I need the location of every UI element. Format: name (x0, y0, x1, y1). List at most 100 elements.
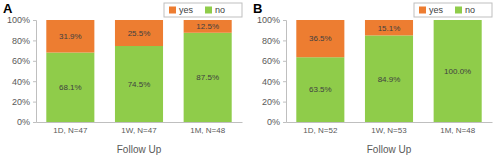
x-axis-line (287, 122, 493, 123)
legend-label: yes (429, 5, 444, 15)
y-tick: 40% (12, 77, 36, 87)
bars (46, 20, 231, 122)
y-tick-label: 60% (12, 56, 30, 66)
bars (296, 20, 481, 122)
y-tick-mark (283, 20, 286, 21)
panel-title: B (253, 1, 262, 16)
x-axis-line (37, 122, 243, 123)
y-tick: 60% (262, 56, 286, 66)
y-tick: 20% (262, 97, 286, 107)
legend: yes no (414, 3, 492, 17)
y-tick-mark (33, 102, 36, 103)
y-tick-label: 0% (267, 117, 280, 127)
data-label: 31.9% (59, 32, 82, 41)
y-tick: 0% (267, 117, 286, 127)
bar-segment (296, 57, 344, 122)
bar-segment (296, 20, 344, 57)
y-tick: 20% (12, 97, 36, 107)
legend-box (164, 3, 242, 17)
y-tick-mark (283, 102, 286, 103)
x-axis: 1D, N=52 1W, N=53 1M, N=48 (287, 122, 493, 135)
y-tick-mark (33, 122, 36, 123)
panel-title: A (3, 1, 13, 16)
legend: yes no (164, 3, 242, 17)
panel: B 0% 20% 40% 60% 80% 100% 63.5% 84.9% 100.0% 36.5%… (253, 1, 493, 155)
x-tick: 1W, N=53 (371, 122, 407, 135)
x-tick-label: 1D, N=52 (303, 126, 338, 135)
x-tick-label: 1M, N=48 (440, 126, 475, 135)
data-label: 15.1% (378, 24, 401, 33)
data-labels: 63.5% 84.9% 100.0% 36.5% 15.1% (309, 24, 471, 95)
y-tick-mark (33, 61, 36, 62)
y-tick-label: 60% (262, 56, 280, 66)
bar-segment (184, 33, 232, 122)
y-tick: 80% (262, 36, 286, 46)
bar-segment (434, 20, 482, 21)
x-tick-label: 1W, N=53 (371, 126, 407, 135)
legend-box (414, 3, 492, 17)
plot-area: 0% 20% 40% 60% 80% 100% 68.1% 74.5% 87.5% 31.9% 25… (7, 15, 243, 155)
y-axis-line (283, 21, 287, 123)
y-tick-mark (283, 40, 286, 41)
y-tick-label: 80% (262, 36, 280, 46)
bar-segment (115, 20, 163, 46)
y-axis-line (33, 21, 37, 123)
data-label: 63.5% (309, 85, 332, 94)
legend-swatch (419, 7, 426, 14)
figure: A 0% 20% 40% 60% 80% 100% 68.1% 74.5% 87.5% 31.9% 2… (0, 0, 500, 162)
x-tick-label: 1D, N=47 (53, 126, 88, 135)
y-axis: 0% 20% 40% 60% 80% 100% (257, 15, 287, 127)
x-axis-title: Follow Up (117, 144, 162, 155)
x-tick-label: 1W, N=47 (121, 126, 157, 135)
y-tick: 60% (12, 56, 36, 66)
x-axis-title: Follow Up (367, 144, 412, 155)
data-label: 68.1% (59, 83, 82, 92)
x-tick: 1W, N=47 (121, 122, 157, 135)
bar-segment (365, 35, 413, 122)
bar-segment (365, 20, 413, 35)
legend-label: no (215, 5, 225, 15)
bar-segment (184, 20, 232, 33)
bar-segment (46, 20, 94, 53)
x-tick: 1M, N=48 (190, 122, 225, 135)
y-tick: 40% (262, 77, 286, 87)
data-label: 74.5% (128, 80, 151, 89)
data-label: 25.5% (128, 29, 151, 38)
bar-segment (434, 20, 482, 122)
legend-swatch (205, 7, 212, 14)
y-tick-mark (283, 81, 286, 82)
y-tick-label: 100% (7, 15, 30, 25)
legend-label: no (465, 5, 475, 15)
x-tick: 1M, N=48 (440, 122, 475, 135)
legend-swatch (169, 7, 176, 14)
y-tick: 100% (7, 15, 36, 25)
x-tick-label: 1M, N=48 (190, 126, 225, 135)
plot-area: 0% 20% 40% 60% 80% 100% 63.5% 84.9% 100.0% 36.5% 1… (257, 15, 493, 155)
y-tick-label: 40% (12, 77, 30, 87)
y-tick: 80% (12, 36, 36, 46)
y-tick-mark (33, 20, 36, 21)
data-label: 12.5% (196, 22, 219, 31)
y-tick-label: 40% (262, 77, 280, 87)
data-label: 36.5% (309, 34, 332, 43)
y-tick-label: 100% (257, 15, 280, 25)
x-axis: 1D, N=47 1W, N=47 1M, N=48 (37, 122, 243, 135)
y-axis: 0% 20% 40% 60% 80% 100% (7, 15, 37, 127)
y-tick-label: 20% (12, 97, 30, 107)
y-tick-mark (283, 122, 286, 123)
x-tick: 1D, N=47 (53, 122, 88, 135)
y-tick-label: 20% (262, 97, 280, 107)
y-tick: 0% (17, 117, 36, 127)
bar-segment (46, 53, 94, 122)
data-label: 87.5% (196, 73, 219, 82)
legend-label: yes (179, 5, 194, 15)
y-tick-label: 80% (12, 36, 30, 46)
y-tick-mark (33, 40, 36, 41)
legend-swatch (455, 7, 462, 14)
y-tick: 100% (257, 15, 286, 25)
data-label: 100.0% (444, 67, 471, 76)
x-tick: 1D, N=52 (303, 122, 338, 135)
data-labels: 68.1% 74.5% 87.5% 31.9% 25.5% 12.5% (59, 22, 219, 92)
bar-segment (115, 46, 163, 122)
data-label: 84.9% (378, 75, 401, 84)
